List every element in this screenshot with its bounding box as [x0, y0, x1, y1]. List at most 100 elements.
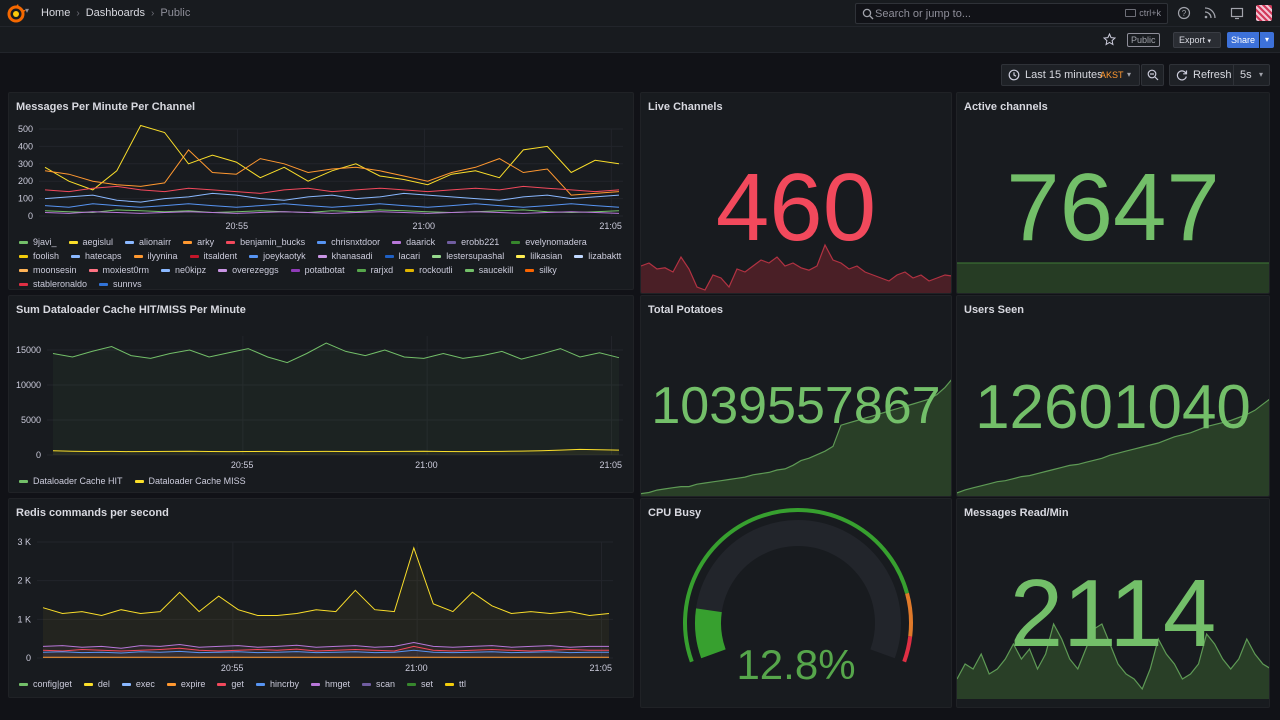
legend-item[interactable]: chrisnxtdoor: [317, 237, 380, 247]
legend-item[interactable]: ne0kipz: [161, 265, 206, 275]
share-dropdown-chevron-icon[interactable]: ▾: [1260, 32, 1274, 48]
legend-item[interactable]: ttl: [445, 679, 466, 689]
legend-item[interactable]: Dataloader Cache HIT: [19, 476, 123, 486]
legend-swatch: [71, 254, 81, 258]
star-icon[interactable]: [1103, 33, 1116, 46]
legend-item[interactable]: hatecaps: [71, 251, 122, 261]
legend-label: Dataloader Cache HIT: [33, 476, 123, 486]
breadcrumb-home[interactable]: Home: [41, 7, 71, 19]
legend-item[interactable]: itsaldent: [189, 251, 237, 261]
panel-redis-commands[interactable]: Redis commands per second 0 1 K 2 K 3 K 20:5…: [8, 498, 634, 698]
panel-live-channels[interactable]: Live Channels 460: [640, 92, 952, 294]
refresh-button[interactable]: Refresh: [1193, 69, 1232, 81]
timezone-label: AKST: [1100, 70, 1124, 80]
mega-menu-chevron-icon[interactable]: ▾: [25, 6, 30, 15]
legend-item[interactable]: lacari: [384, 251, 420, 261]
x-tick-label: 21:00: [405, 663, 428, 673]
legend-item[interactable]: sunnys: [99, 279, 142, 287]
panel-title: Messages Read/Min: [964, 507, 1069, 519]
legend-item[interactable]: Dataloader Cache MISS: [134, 476, 246, 486]
legend-item[interactable]: arky: [183, 237, 214, 247]
legend-label: hmget: [324, 679, 350, 689]
series-line: [52, 448, 620, 453]
y-tick-label: 15000: [16, 345, 41, 355]
series-line: [44, 203, 620, 208]
legend-item[interactable]: lestersupashal: [432, 251, 504, 261]
legend-label: potatbotat: [304, 265, 345, 275]
user-avatar[interactable]: [1256, 5, 1272, 21]
dock-menu-icon[interactable]: [1230, 6, 1244, 20]
legend-item[interactable]: erobb221: [447, 237, 499, 247]
zoom-out-button[interactable]: [1141, 64, 1164, 86]
y-tick-label: 10000: [16, 380, 41, 390]
legend-label: alionairr: [139, 237, 172, 247]
legend-item[interactable]: foolish: [19, 251, 59, 261]
legend-item[interactable]: hmget: [310, 679, 350, 689]
panel-active-channels[interactable]: Active channels 7647: [956, 92, 1270, 294]
legend-item[interactable]: hincrby: [255, 679, 299, 689]
legend-item[interactable]: stableronaldo: [19, 279, 87, 287]
legend-item[interactable]: lizabaktt: [574, 251, 621, 261]
legend-label: lizabaktt: [588, 251, 622, 261]
legend-swatch: [189, 254, 199, 258]
legend-item[interactable]: rockoutli: [405, 265, 453, 275]
legend-swatch: [19, 268, 28, 272]
panel-messages-read[interactable]: Messages Read/Min 2114: [956, 498, 1270, 708]
export-button[interactable]: Export ▾: [1173, 32, 1221, 48]
legend-swatch: [19, 240, 28, 244]
series-line: [42, 641, 609, 649]
refresh-picker[interactable]: Refresh 5s ▾: [1169, 64, 1270, 86]
legend-item[interactable]: evelynomadera: [511, 237, 587, 247]
search-icon: [862, 8, 874, 20]
series-line: [44, 124, 620, 191]
gauge-threshold-orange: [905, 592, 913, 637]
legend-item[interactable]: del: [83, 679, 110, 689]
legend-item[interactable]: scan: [361, 679, 395, 689]
legend-item[interactable]: benjamin_bucks: [226, 237, 305, 247]
legend-item[interactable]: saucekill: [464, 265, 513, 275]
legend-item[interactable]: set: [406, 679, 433, 689]
legend-item[interactable]: daarick: [392, 237, 435, 247]
legend-item[interactable]: ilyynina: [133, 251, 178, 261]
panel-users-seen[interactable]: Users Seen 12601040: [956, 295, 1270, 497]
grafana-logo-icon[interactable]: [6, 4, 26, 24]
legend-item[interactable]: silky: [525, 265, 557, 275]
legend-item[interactable]: potatbotat: [290, 265, 345, 275]
refresh-interval-select[interactable]: 5s: [1240, 69, 1252, 81]
legend-item[interactable]: expire: [166, 679, 205, 689]
time-range-picker[interactable]: Last 15 minutes AKST ▾: [1001, 64, 1140, 86]
sparkline-line: [957, 622, 1269, 691]
legend-label: moxiest0rm: [102, 265, 150, 275]
panel-total-potatoes[interactable]: Total Potatoes 1039557867: [640, 295, 952, 497]
panel-messages-per-minute[interactable]: Messages Per Minute Per Channel 0 100 200 3…: [8, 92, 634, 290]
legend-item[interactable]: 9javi_: [19, 237, 57, 247]
legend-item[interactable]: rarjxd: [356, 265, 393, 275]
share-button[interactable]: Share: [1227, 32, 1259, 48]
legend-item[interactable]: alionairr: [125, 237, 171, 247]
legend-item[interactable]: joeykaotyk: [249, 251, 306, 261]
legend-item[interactable]: exec: [121, 679, 155, 689]
search-input[interactable]: Search or jump to... ctrl+k: [855, 3, 1168, 24]
legend-item[interactable]: moxiest0rm: [88, 265, 150, 275]
legend-label: get: [231, 679, 244, 689]
panel-cpu-busy[interactable]: CPU Busy 12.8%: [640, 498, 952, 708]
divider: [1233, 65, 1234, 85]
legend-label: khanasadi: [331, 251, 373, 261]
legend-item[interactable]: lilkasian: [516, 251, 562, 261]
series-line: [42, 645, 609, 652]
breadcrumb-dashboards[interactable]: Dashboards: [85, 7, 146, 19]
rss-icon[interactable]: [1203, 6, 1217, 20]
legend-item[interactable]: khanasadi: [317, 251, 373, 261]
legend-item[interactable]: aegislul: [68, 237, 113, 247]
legend-item[interactable]: overezeggs: [218, 265, 279, 275]
legend-label: scan: [375, 679, 395, 689]
help-icon[interactable]: ?: [1177, 6, 1191, 20]
legend-item[interactable]: get: [217, 679, 244, 689]
legend-item[interactable]: moonsesin: [19, 265, 77, 275]
y-tick-label: 0: [36, 450, 41, 460]
panel-title: Messages Per Minute Per Channel: [16, 101, 196, 113]
total-potatoes-value: 1039557867: [651, 377, 941, 435]
legend-item[interactable]: config|get: [19, 679, 72, 689]
panel-dataloader-cache[interactable]: Sum Dataloader Cache HIT/MISS Per Minute…: [8, 295, 634, 493]
legend-label: rockoutli: [419, 265, 453, 275]
